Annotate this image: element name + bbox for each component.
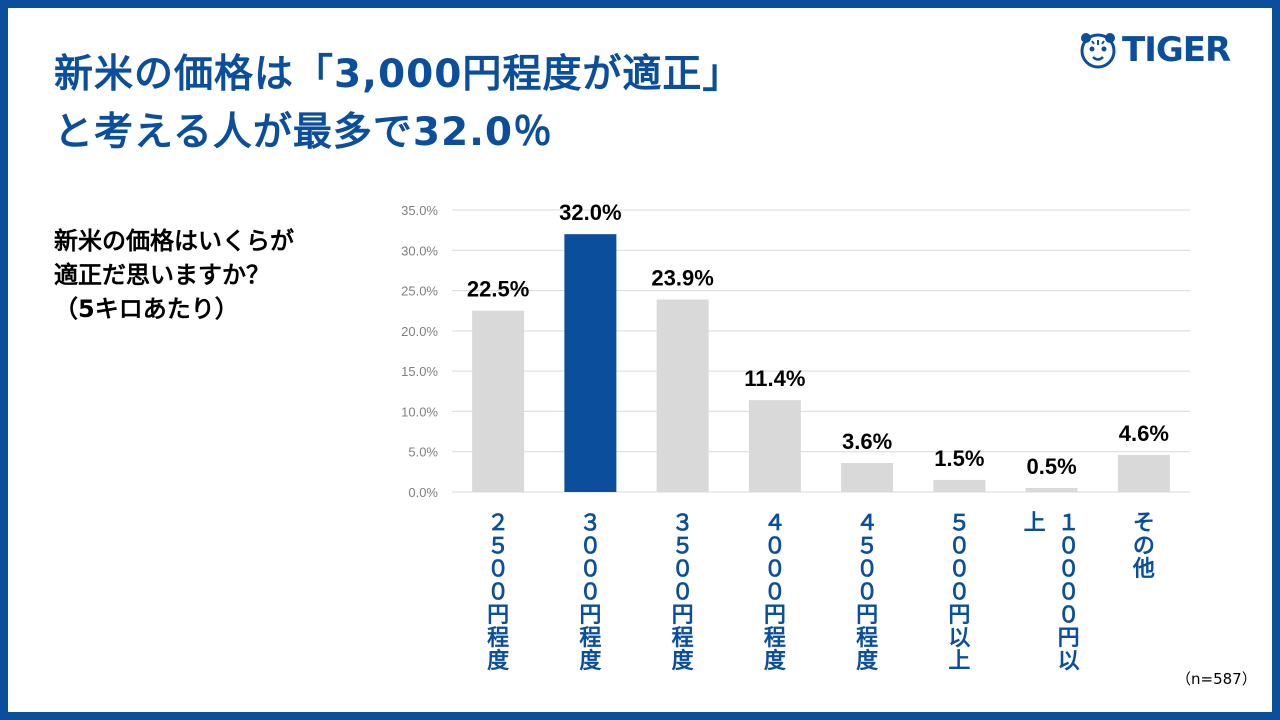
y-tick-label: 0.0% [408,485,438,500]
bar [656,299,709,492]
title-line-2: と考える人が最多で32.0％ [54,110,554,155]
data-label: 1.5% [934,446,984,471]
data-label: 32.0% [559,200,621,225]
bar [1025,487,1078,492]
bar [933,479,986,492]
sample-size-note: （n=587） [1176,670,1257,688]
category-label: ４０００円程度 [764,511,787,674]
y-tick-label: 15.0% [401,364,438,379]
y-tick-label: 20.0% [401,324,438,339]
data-label: 0.5% [1027,454,1077,479]
bar [1117,454,1170,492]
category-label: ３５００円程度 [672,511,695,674]
question-line-1: 新米の価格はいくらが [54,227,294,255]
data-label: 22.5% [467,277,529,302]
slide: 新米の価格は「3,000円程度が適正」 と考える人が最多で32.0％ TIGER… [8,8,1272,712]
survey-question: 新米の価格はいくらが 適正だ思いますか？ （5キロあたり） [54,224,384,326]
y-tick-label: 5.0% [408,445,438,460]
category-label: ３０００円程度 [579,511,602,674]
bar [472,310,525,492]
y-tick-label: 25.0% [401,284,438,299]
tiger-logo: TIGER [1078,30,1231,70]
bar [748,400,801,492]
tiger-head-icon [1080,33,1116,69]
logo-text: TIGER [1122,30,1231,70]
question-line-3: （5キロあたり） [54,295,239,323]
bar [564,234,617,492]
question-line-2: 適正だ思いますか？ [54,261,270,289]
bar [841,462,894,492]
data-label: 3.6% [842,429,892,454]
y-tick-label: 35.0% [401,203,438,218]
data-label: 23.9% [651,265,713,290]
page-title: 新米の価格は「3,000円程度が適正」 と考える人が最多で32.0％ [54,46,1034,162]
category-label: その他 [1132,511,1155,582]
category-label: ２５００円程度 [487,511,510,674]
category-label: １００００円以上 [1024,511,1080,674]
y-tick-label: 10.0% [401,404,438,419]
y-tick-label: 30.0% [401,243,438,258]
data-label: 4.6% [1119,421,1169,446]
bar-chart: 0.0% 5.0% 10.0% 15.0% 20.0% 25.0% 30.0% 35.0% 22… [401,200,1190,674]
data-label: 11.4% [744,366,805,391]
category-label: ４５００円程度 [856,511,879,674]
category-label: ５０００円以上 [948,511,970,674]
title-line-1: 新米の価格は「3,000円程度が適正」 [54,52,743,97]
